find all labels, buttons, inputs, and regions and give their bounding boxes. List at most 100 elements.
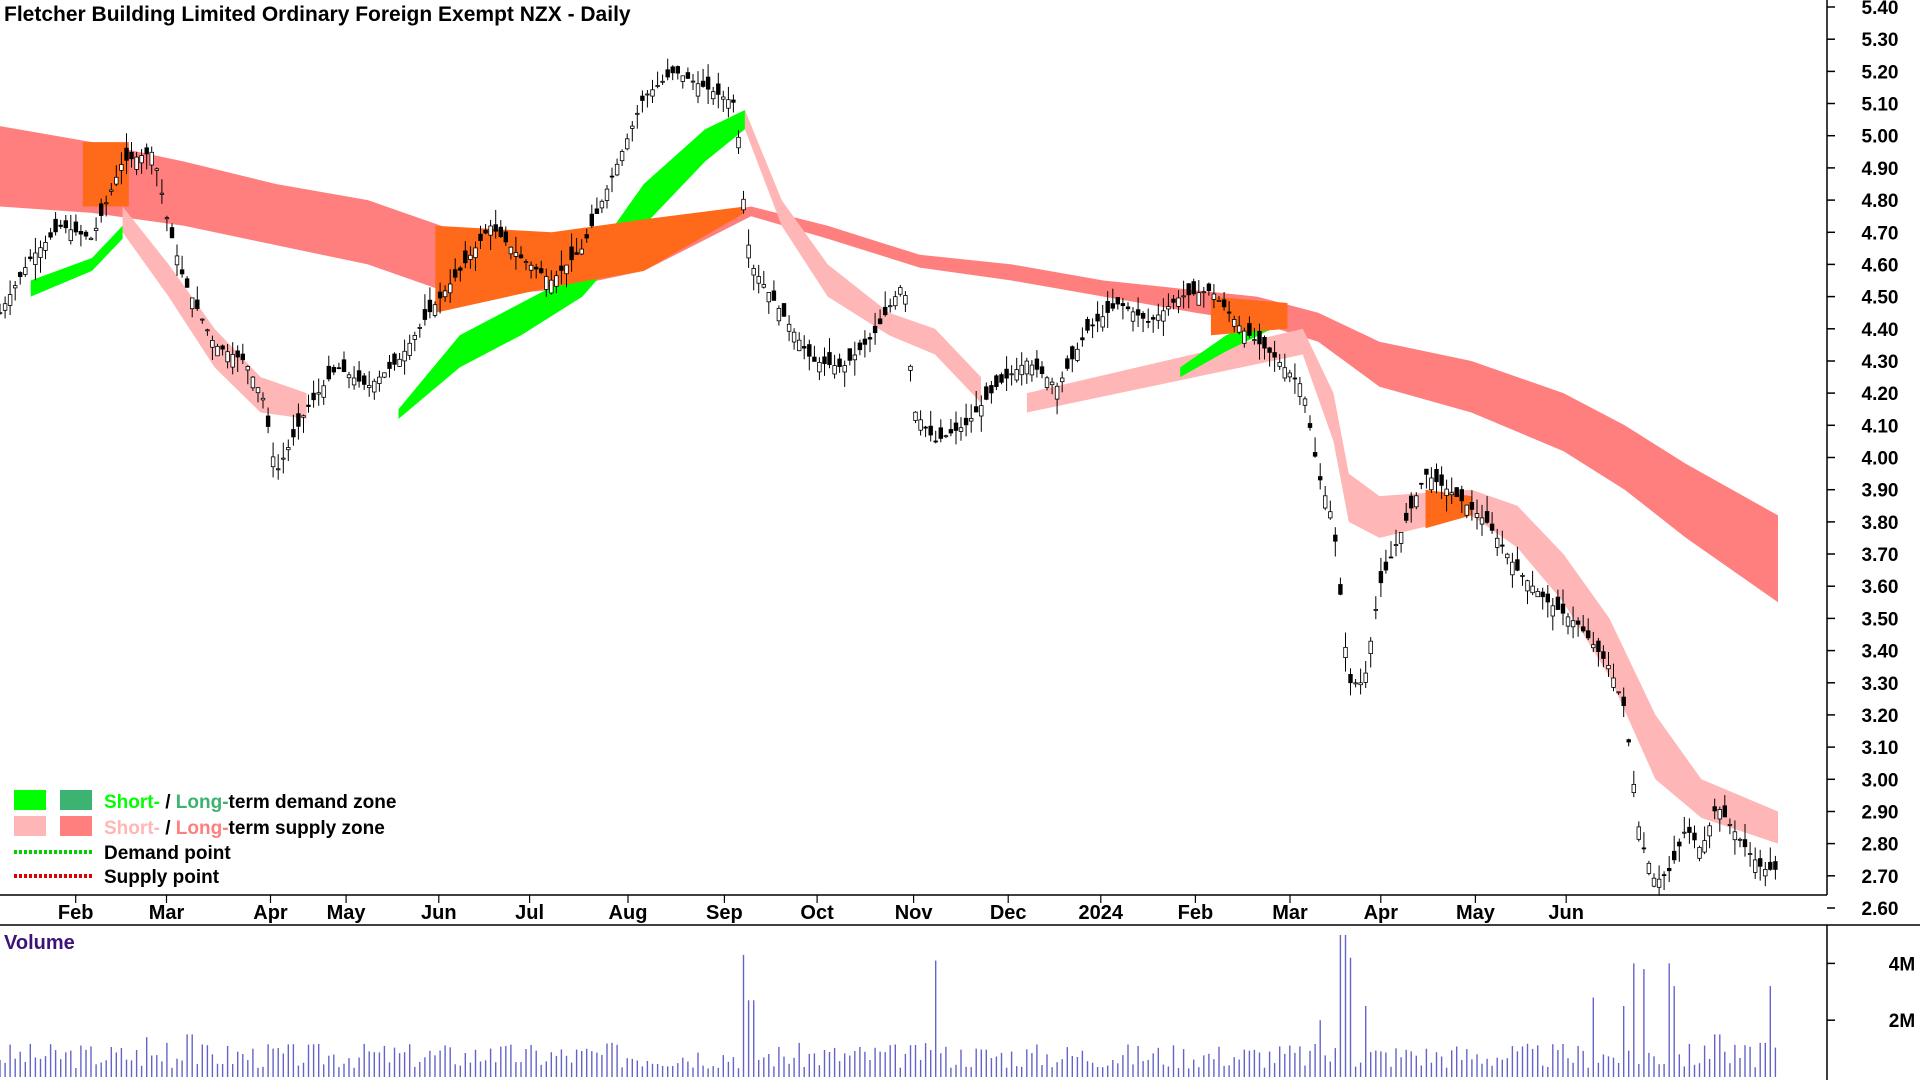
candle-body [1307,423,1313,428]
candle-body [726,99,731,109]
short-term-supply-zone-1 [122,206,307,419]
candle-body [402,350,407,362]
zones-layer [0,110,1778,844]
candle-body [1737,838,1743,841]
candle-body [1191,281,1196,295]
candle-body [807,344,812,357]
candle-body [711,91,716,100]
candle-body [640,95,645,101]
candle-body [1110,303,1115,309]
candle-body [619,151,625,162]
candle-body [1368,640,1373,655]
candle-body [1242,330,1247,344]
price-tick-label: 5.30 [1862,30,1899,51]
candle-body [1247,323,1252,336]
short-term-supply-zone-3 [1026,328,1778,844]
candle-body [888,305,893,308]
candle-body [1075,348,1080,361]
candle-body [1353,682,1358,685]
candle-body [1125,306,1131,310]
candle-body [523,261,529,264]
candle-body [665,69,670,78]
candle-body [1404,512,1409,521]
candle-body [483,229,488,234]
candle-body [872,325,878,334]
volume-tick-labels: 4M 2M [1827,954,1915,1032]
price-tick-label: 4.00 [1862,449,1899,470]
candle-body [422,309,428,320]
candle-body [442,290,448,298]
price-tick-label: 4.90 [1862,159,1899,180]
candle-body [1656,878,1662,888]
volume-layer [0,935,1777,1077]
candle-body [432,304,438,316]
overlap-zone-1 [82,142,129,207]
candle-body [614,163,620,176]
month-tick-label: Jun [421,902,457,924]
candle-body [716,83,721,95]
candle-body [1702,840,1707,853]
candle-body [594,208,600,214]
month-tick-label: Feb [1178,902,1214,924]
candle-body [1591,644,1596,649]
candle-body [584,234,589,239]
candle-body [200,318,205,321]
candle-body [7,294,13,306]
price-tick-label: 3.60 [1862,577,1899,598]
candle-body [73,221,79,233]
legend-demand-zone: Short- / Long-term demand zone [104,792,396,813]
short-term-demand-zone-2 [398,110,745,419]
candle-body [1621,696,1626,706]
candle-body [766,291,771,303]
candle-body [260,397,266,401]
legend-supply-zone: Short- / Long-term supply zone [104,818,385,839]
candle-body [346,374,352,379]
candle-body [1277,361,1282,367]
candle-body [1682,831,1687,834]
candle-body [53,218,58,233]
candle-body [1414,495,1419,508]
candle-body [1226,311,1232,314]
candle-body [377,376,382,384]
candle-body [1186,283,1191,296]
candle-body [1039,366,1045,374]
candle-body [1495,537,1500,548]
candle-body [1221,299,1227,308]
candle-body [1373,609,1378,611]
candle-body [38,247,43,258]
candle-body [109,189,114,192]
candle-body [685,72,691,79]
candle-body [1232,319,1237,327]
candle-body [1333,534,1338,542]
candle-body [776,307,782,322]
candle-body [1201,291,1206,294]
candle-body [1206,283,1212,291]
candle-body [306,404,311,407]
candle-body [1302,398,1308,406]
candle-body [948,429,954,434]
candle-body [1535,591,1540,598]
candle-body [68,229,73,242]
candle-body [1474,513,1480,518]
candle-body [958,427,964,432]
candle-body [43,241,48,251]
candle-body [1601,651,1606,659]
chart-title: Fletcher Building Limited Ordinary Forei… [4,3,631,26]
candle-body [1677,841,1682,847]
candle-body [1525,580,1530,592]
candle-body [1520,575,1525,577]
candle-body [817,361,822,373]
candle-body [1166,306,1171,310]
month-tick-label: Dec [990,902,1027,924]
candle-body [270,456,276,468]
candle-body [1434,468,1439,483]
candle-body [1424,468,1429,475]
candle-body [989,385,994,394]
candle-body [1171,298,1176,303]
candle-body [1429,477,1434,491]
candle-body [1667,868,1672,872]
candle-body [1636,826,1641,840]
candle-body [1581,626,1586,632]
price-tick-label: 4.50 [1862,288,1899,309]
